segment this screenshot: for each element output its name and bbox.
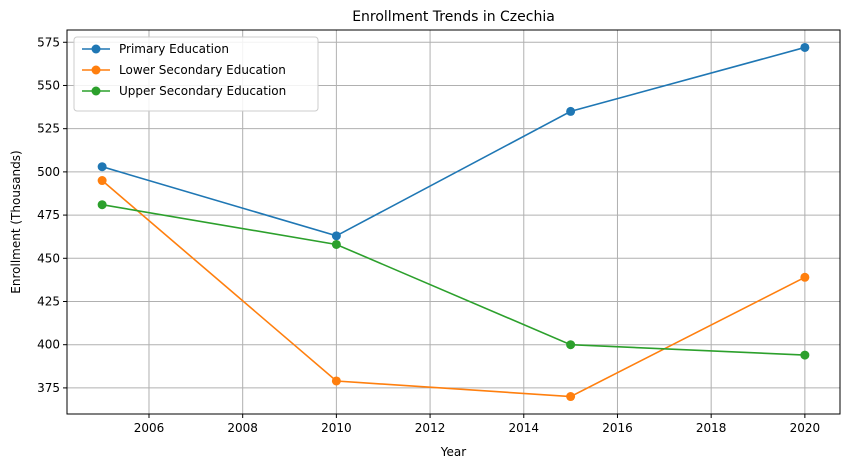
y-tick-label: 475 [37,208,60,222]
x-tick-label: 2016 [602,421,633,435]
y-tick-label: 450 [37,251,60,265]
series-layer [97,42,810,402]
series-line [101,179,806,398]
legend-swatch-marker [91,44,101,54]
legend-label: Primary Education [119,42,229,56]
y-axis-label: Enrollment (Thousands) [9,150,23,293]
x-tick-label: 2012 [415,421,446,435]
legend-label: Upper Secondary Education [119,84,286,98]
series-line [101,46,806,237]
y-tick-label: 375 [37,381,60,395]
series-1 [97,42,810,241]
legend-swatch-marker [91,86,101,96]
x-axis-ticks: 2006 2008 2010 2012 2014 2016 2018 2020 [134,414,820,435]
y-tick-label: 525 [37,122,60,136]
x-tick-label: 2006 [134,421,165,435]
data-point [566,340,576,350]
x-tick-label: 2018 [696,421,727,435]
x-tick-label: 2020 [790,421,821,435]
series-3 [97,200,810,360]
legend: Primary Education Lower Secondary Educati… [73,36,319,112]
y-tick-label: 575 [37,35,60,49]
legend-item: Upper Secondary Education [82,84,286,98]
y-tick-label: 500 [37,165,60,179]
y-tick-label: 550 [37,78,60,92]
y-tick-label: 425 [37,294,60,308]
legend-label: Lower Secondary Education [119,63,286,77]
legend-item: Primary Education [82,42,229,56]
data-point [800,350,810,360]
data-point [331,376,341,386]
x-tick-label: 2014 [508,421,539,435]
legend-swatch-marker [91,65,101,75]
grid [67,30,840,414]
y-axis-ticks: 375 400 425 450 475 500 525 550 575 [37,35,67,395]
data-point [566,392,576,402]
data-point [97,162,107,172]
data-point [331,239,341,249]
series-line [102,203,805,356]
data-point [331,231,341,241]
legend-box [73,36,319,112]
x-axis-label: Year [440,445,466,459]
series-2 [97,176,810,402]
data-point [800,272,810,282]
plot-area-frame [66,29,841,415]
data-point [566,106,576,116]
chart-title: Enrollment Trends in Czechia [352,9,555,25]
x-tick-label: 2008 [227,421,258,435]
data-point [800,42,810,52]
data-point [97,176,107,186]
y-tick-label: 400 [37,338,60,352]
x-tick-label: 2010 [321,421,352,435]
legend-item: Lower Secondary Education [82,63,286,77]
data-point [97,200,107,210]
